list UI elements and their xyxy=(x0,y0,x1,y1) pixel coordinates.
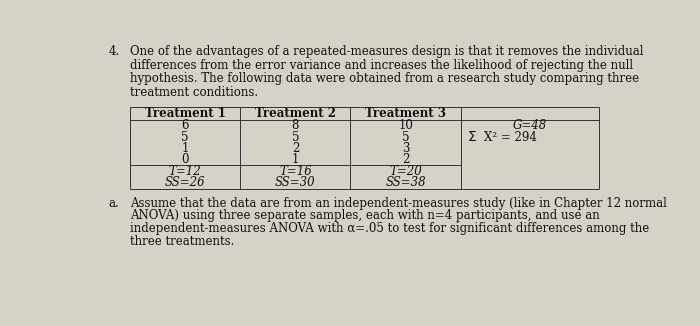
Text: Treatment 3: Treatment 3 xyxy=(365,107,446,120)
Text: ANOVA) using three separate samples, each with n=4 participants, and use an: ANOVA) using three separate samples, eac… xyxy=(130,209,600,222)
Text: T=12: T=12 xyxy=(169,165,202,178)
Text: SS=30: SS=30 xyxy=(275,176,316,189)
Text: SS=38: SS=38 xyxy=(385,176,426,189)
Text: three treatments.: three treatments. xyxy=(130,235,234,248)
Text: differences from the error variance and increases the likelihood of rejecting th: differences from the error variance and … xyxy=(130,59,634,72)
Text: G=48: G=48 xyxy=(512,119,547,132)
Text: hypothesis. The following data were obtained from a research study comparing thr: hypothesis. The following data were obta… xyxy=(130,72,639,85)
Text: 4.: 4. xyxy=(108,45,120,58)
Text: treatment conditions.: treatment conditions. xyxy=(130,86,258,99)
Text: Treatment 2: Treatment 2 xyxy=(255,107,336,120)
Text: T=16: T=16 xyxy=(279,165,312,178)
Text: independent-measures ANOVA with α=.05 to test for significant differences among : independent-measures ANOVA with α=.05 to… xyxy=(130,222,650,235)
Text: Assume that the data are from an independent-measures study (like in Chapter 12 : Assume that the data are from an indepen… xyxy=(130,197,667,210)
Text: Treatment 1: Treatment 1 xyxy=(145,107,225,120)
Text: 10: 10 xyxy=(398,119,413,132)
Text: 5: 5 xyxy=(402,131,409,143)
Text: 1: 1 xyxy=(181,142,189,155)
Text: 0: 0 xyxy=(181,153,189,166)
Text: a.: a. xyxy=(108,197,119,210)
Text: One of the advantages of a repeated-measures design is that it removes the indiv: One of the advantages of a repeated-meas… xyxy=(130,45,643,58)
Text: 2: 2 xyxy=(292,142,299,155)
Text: 8: 8 xyxy=(292,119,299,132)
Text: $\Sigma$: $\Sigma$ xyxy=(467,130,477,144)
Text: 2: 2 xyxy=(402,153,409,166)
Text: 3: 3 xyxy=(402,142,409,155)
Text: X² = 294: X² = 294 xyxy=(484,131,537,143)
Text: SS=26: SS=26 xyxy=(165,176,206,189)
Text: 1: 1 xyxy=(292,153,299,166)
Text: 6: 6 xyxy=(181,119,189,132)
Text: T=20: T=20 xyxy=(389,165,422,178)
Text: 5: 5 xyxy=(292,131,299,143)
Text: 5: 5 xyxy=(181,131,189,143)
